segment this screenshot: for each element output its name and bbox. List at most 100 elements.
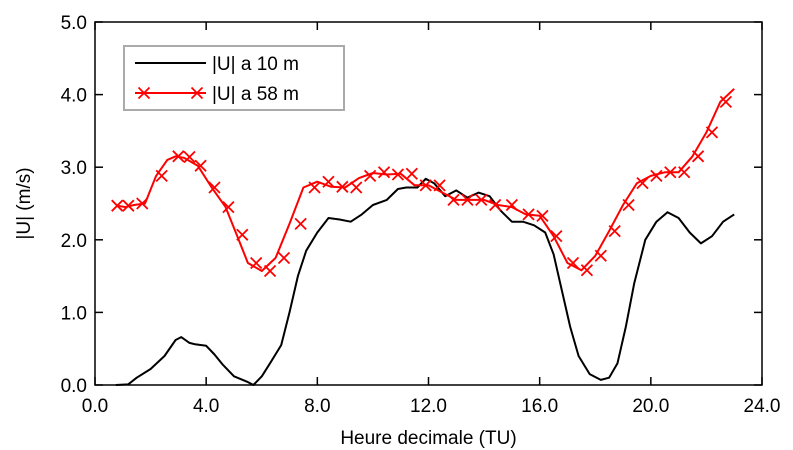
marker-stroke <box>489 198 502 212</box>
marker-stroke <box>580 264 594 277</box>
data-point-58m <box>183 150 196 164</box>
x-tick-label: 20.0 <box>632 396 669 417</box>
marker-stroke <box>194 159 207 172</box>
data-point-58m <box>461 193 474 207</box>
data-point-58m <box>263 264 277 278</box>
data-point-58m <box>155 169 168 183</box>
marker-stroke <box>308 181 321 194</box>
data-point-58m <box>208 181 221 194</box>
marker-stroke <box>691 150 705 163</box>
axis-ticks: 0.0 4.0 8.0 12.0 16.0 20.0 24.0 0.0 1.0 2.0 3.0 4.0… <box>61 13 781 417</box>
marker-stroke <box>391 168 405 181</box>
y-tick-label: 4.0 <box>61 86 87 107</box>
y-tick-label: 3.0 <box>61 158 87 179</box>
marker-stroke <box>705 126 719 139</box>
marker-stroke <box>364 169 377 183</box>
data-point-58m <box>691 150 705 163</box>
data-point-58m <box>566 256 580 270</box>
marker-stroke <box>172 150 185 163</box>
data-point-58m <box>222 200 235 214</box>
marker-stroke <box>419 179 432 192</box>
data-point-58m <box>608 224 621 238</box>
data-point-58m <box>364 169 377 183</box>
x-tick-label: 12.0 <box>410 396 447 417</box>
x-tick-label: 0.0 <box>82 396 108 417</box>
data-point-58m <box>489 198 502 212</box>
data-point-58m <box>505 198 519 212</box>
marker-stroke <box>136 197 149 210</box>
data-point-58m <box>475 193 488 207</box>
data-point-58m <box>277 251 291 265</box>
marker-stroke <box>294 217 307 230</box>
marker-stroke <box>594 249 607 262</box>
data-point-58m <box>122 199 135 212</box>
y-tick-label: 2.0 <box>61 231 87 252</box>
data-point-58m <box>405 167 418 180</box>
marker-stroke <box>650 169 663 183</box>
y-tick-label: 1.0 <box>61 303 87 324</box>
data-point-58m <box>294 217 307 230</box>
marker-stroke <box>377 166 391 179</box>
data-point-58m <box>419 179 432 192</box>
y-tick-label: 5.0 <box>61 13 87 34</box>
marker-stroke <box>350 181 363 194</box>
data-point-58m <box>536 209 549 222</box>
data-point-58m <box>136 197 149 210</box>
data-point-58m <box>336 180 349 193</box>
data-point-58m <box>550 230 563 243</box>
data-point-58m <box>236 228 249 241</box>
y-tick-label: 0.0 <box>61 376 87 397</box>
data-point-58m <box>636 177 649 190</box>
data-point-58m <box>377 166 391 179</box>
data-point-58m <box>172 150 185 163</box>
data-point-58m <box>111 199 124 212</box>
data-point-58m <box>678 166 691 179</box>
marker-stroke <box>678 166 691 179</box>
marker-stroke <box>461 193 474 207</box>
plot-area <box>111 88 735 386</box>
marker-stroke <box>250 256 263 270</box>
series-line-10m <box>115 177 735 386</box>
marker-stroke <box>183 150 196 164</box>
data-point-58m <box>650 169 663 183</box>
x-tick-label: 24.0 <box>744 396 781 417</box>
marker-stroke <box>622 198 635 212</box>
legend-box <box>123 45 345 111</box>
legend-marker-58m <box>190 86 204 100</box>
data-point-58m <box>622 198 635 212</box>
marker-stroke <box>277 251 291 265</box>
data-point-58m <box>308 181 321 194</box>
marker-stroke <box>550 230 563 243</box>
marker-stroke <box>336 180 349 193</box>
legend: |U| a 10 m |U| a 58 m <box>123 45 345 111</box>
legend-label-10m: |U| a 10 m <box>212 54 299 75</box>
marker-stroke <box>608 224 621 238</box>
legend-marker-58m <box>137 86 151 100</box>
data-point-58m <box>522 208 535 221</box>
marker-stroke <box>447 193 460 207</box>
marker-stroke <box>122 199 135 212</box>
x-tick-label: 4.0 <box>193 396 219 417</box>
x-tick-label: 8.0 <box>304 396 330 417</box>
marker-stroke <box>222 200 235 214</box>
data-point-58m <box>447 193 460 207</box>
marker-stroke <box>566 256 580 270</box>
marker-stroke <box>522 208 535 221</box>
x-tick-label: 16.0 <box>521 396 558 417</box>
y-axis-title: |U| (m/s) <box>14 167 35 239</box>
marker-stroke <box>137 86 151 100</box>
legend-label-58m: |U| a 58 m <box>212 84 299 105</box>
data-point-58m <box>433 179 446 192</box>
marker-stroke <box>664 166 677 179</box>
data-point-58m <box>250 256 263 270</box>
data-point-58m <box>594 249 607 262</box>
data-point-58m <box>664 166 677 179</box>
marker-stroke <box>208 181 221 194</box>
marker-stroke <box>475 193 488 207</box>
data-point-58m <box>350 181 363 194</box>
marker-stroke <box>405 167 418 180</box>
data-point-58m <box>580 264 594 277</box>
marker-stroke <box>155 169 168 183</box>
marker-stroke <box>322 175 335 188</box>
data-point-58m <box>705 126 719 139</box>
